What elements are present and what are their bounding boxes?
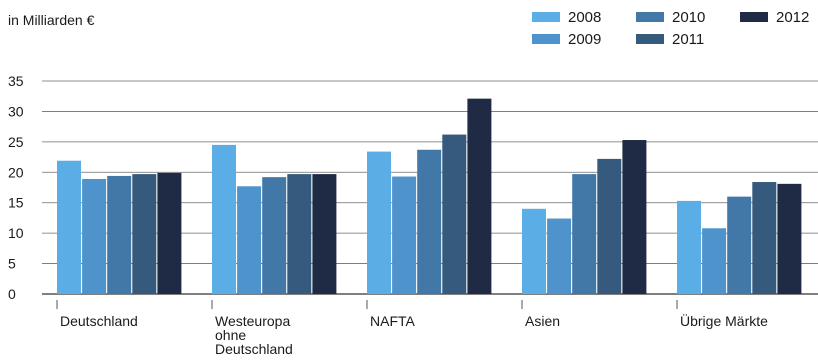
bars [57,98,802,294]
category-label: Asien [525,313,560,329]
legend-swatch [532,12,560,22]
x-axis: Deutschland Westeuropa ohne Deutschland NAFT… [56,300,768,357]
legend-swatch [636,34,664,44]
legend-item-2011: 2011 [636,31,704,48]
bar-2008-0 [57,160,81,294]
bar-2008-2 [367,151,391,294]
legend-item-2008: 2008 [532,9,601,26]
bar-2008-1 [212,144,236,294]
bar-2009-0 [82,178,107,294]
legend-item-2010: 2010 [636,9,705,26]
bar-2011-3 [597,158,622,294]
bar-2009-1 [237,186,262,294]
category-label: Übrige Märkte [680,312,768,329]
y-tick-label: 5 [8,256,16,272]
bar-2008-4 [677,200,701,294]
y-tick-label: 20 [8,164,24,180]
legend-swatch [532,34,560,44]
y-tick-label: 15 [8,195,24,211]
bar-2009-2 [392,176,417,294]
bar-2008-3 [522,208,546,294]
bar-2011-0 [132,174,157,294]
bar-2011-1 [287,174,312,294]
bar-2010-4 [727,196,752,294]
bar-2012-0 [157,172,182,294]
bar-2012-2 [467,98,492,294]
bar-2009-3 [547,218,572,294]
unit-label: in Milliarden € [8,12,95,28]
legend-item-2012: 2012 [740,9,809,26]
legend-label: 2012 [776,9,809,26]
bar-2012-1 [312,174,337,294]
y-tick-label: 0 [8,286,16,302]
legend-label: 2011 [672,31,704,48]
y-tick-label: 35 [8,73,24,89]
bar-2010-2 [417,149,442,294]
legend-label: 2009 [568,31,601,48]
bar-2009-4 [702,228,727,294]
bar-2010-0 [107,175,132,294]
bar-2011-2 [442,134,467,294]
category-label: Westeuropa ohne Deutschland [215,313,293,357]
legend-swatch [740,12,768,22]
legend-label: 2008 [568,9,601,26]
y-tick-label: 10 [8,225,24,241]
category-label: Deutschland [60,313,138,329]
bar-2012-3 [622,140,647,294]
bar-2010-1 [262,177,287,294]
legend-label: 2010 [672,9,705,26]
bar-2012-4 [777,183,802,294]
category-label: NAFTA [370,313,416,329]
y-axis: 0 5 10 15 20 25 30 35 [8,73,24,302]
legend-swatch [636,12,664,22]
bar-2010-3 [572,174,597,294]
legend: 2008 2009 2010 2011 2012 [532,9,809,48]
legend-item-2009: 2009 [532,31,601,48]
y-tick-label: 30 [8,103,24,119]
bar-2011-4 [752,182,777,294]
y-tick-label: 25 [8,134,24,150]
